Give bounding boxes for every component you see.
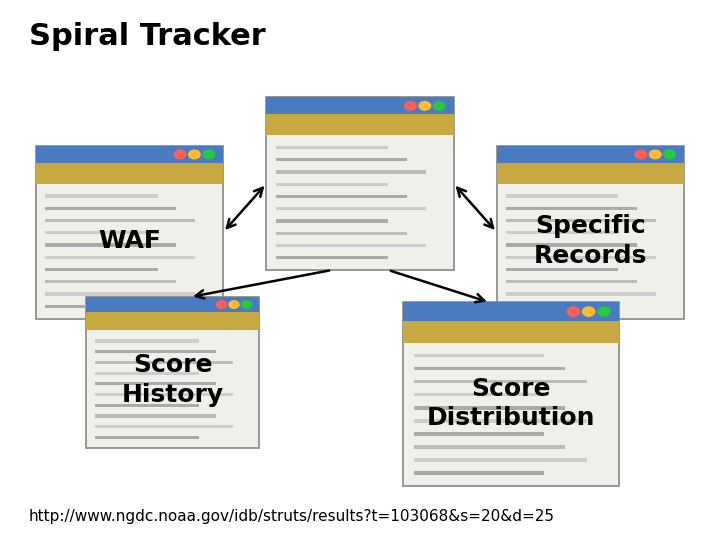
Bar [266,97,454,114]
Bar [506,207,637,210]
Bar [414,471,544,475]
Circle shape [189,150,200,159]
Bar [414,433,544,436]
Circle shape [649,150,661,159]
Circle shape [241,301,252,308]
Bar [45,293,195,296]
Bar [45,219,195,222]
Bar [414,419,587,422]
Bar [414,367,565,370]
Circle shape [598,307,610,316]
Bar [95,372,199,375]
Bar [276,244,426,247]
Bar [506,256,656,259]
Bar [276,183,388,186]
Bar [497,146,684,163]
Bar [506,305,618,308]
Bar [45,194,158,198]
Text: Score
History: Score History [122,353,224,407]
Text: Spiral Tracker: Spiral Tracker [29,22,266,51]
Bar [86,312,259,330]
Bar [45,256,195,259]
Bar [506,219,656,222]
Bar [497,163,684,184]
Bar [403,321,619,343]
Bar [45,280,176,284]
Circle shape [203,150,215,159]
Circle shape [419,102,431,110]
Bar [403,302,619,321]
Bar [276,207,426,211]
Bar [86,297,259,312]
Bar [95,382,216,386]
Bar [95,361,233,364]
Text: http://www.ngdc.noaa.gov/idb/struts/results?t=103068&s=20&d=25: http://www.ngdc.noaa.gov/idb/struts/resu… [29,509,555,524]
Circle shape [229,301,239,308]
Circle shape [567,307,580,316]
Bar [276,232,407,235]
FancyBboxPatch shape [403,302,619,486]
Bar [276,146,388,149]
Bar [414,393,544,396]
Bar [276,170,426,173]
FancyBboxPatch shape [497,146,684,319]
Bar [45,207,176,210]
Circle shape [405,102,416,110]
Bar [414,446,565,449]
Circle shape [217,301,226,308]
Bar [36,163,223,184]
Bar [506,231,618,234]
Bar [276,256,388,259]
Bar [45,305,158,308]
Text: WAF: WAF [98,229,161,253]
Bar [95,350,216,353]
Circle shape [582,307,595,316]
Bar [414,406,565,409]
Bar [506,268,618,271]
Bar [95,414,216,417]
Bar [414,458,587,462]
Bar [95,404,199,407]
Circle shape [174,150,186,159]
Circle shape [433,102,445,110]
Text: Score
Distribution: Score Distribution [427,376,595,430]
Circle shape [635,150,647,159]
Bar [45,268,158,271]
Bar [95,425,233,428]
Bar [266,114,454,135]
Bar [506,280,637,284]
Bar [506,244,637,247]
Bar [95,393,233,396]
Bar [95,339,199,342]
Text: Specific
Records: Specific Records [534,214,647,268]
FancyBboxPatch shape [86,297,259,448]
Bar [506,194,618,198]
Bar [276,219,388,222]
Bar [36,146,223,163]
Bar [95,436,199,439]
FancyBboxPatch shape [266,97,454,270]
Bar [414,354,544,357]
Bar [45,231,158,234]
FancyBboxPatch shape [36,146,223,319]
Bar [414,380,587,383]
Bar [276,158,407,161]
Circle shape [664,150,675,159]
Bar [45,244,176,247]
Bar [506,293,656,296]
Bar [276,195,407,198]
